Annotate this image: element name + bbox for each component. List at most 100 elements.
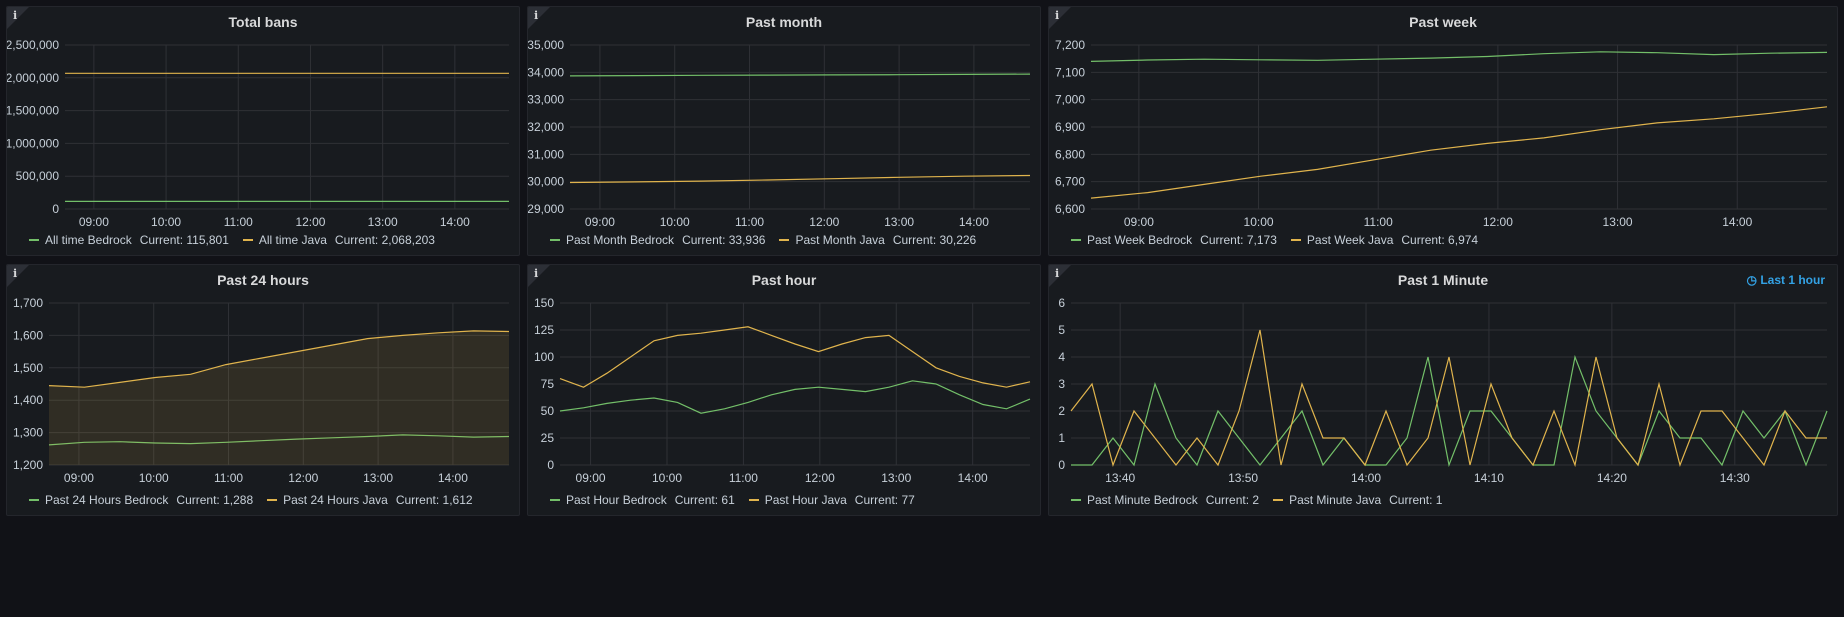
legend: Past Hour Bedrock Current: 61 Past Hour J… [550, 493, 915, 507]
x-tick-label: 13:00 [884, 215, 914, 229]
legend-item-java[interactable]: Past Minute Java Current: 1 [1273, 493, 1442, 507]
x-tick-label: 09:00 [1124, 215, 1154, 229]
series-line [1090, 51, 1828, 62]
y-tick-label: 6 [1058, 296, 1065, 310]
x-tick-label: 14:20 [1597, 471, 1627, 485]
panel-title[interactable]: Past 1 Minute [1397, 272, 1489, 288]
series-line [569, 174, 1031, 184]
x-tick-label: 14:00 [959, 215, 989, 229]
series-line [48, 434, 510, 446]
x-tick-label: 11:00 [729, 471, 758, 485]
info-icon[interactable]: i [534, 267, 539, 280]
legend-item-java[interactable]: Past Week Java Current: 6,974 [1290, 233, 1478, 247]
y-tick-label: 0 [52, 202, 59, 216]
y-tick-label: 1,500 [13, 361, 43, 375]
panel-title[interactable]: Past 24 hours [217, 272, 309, 288]
y-tick-label: 500,000 [16, 169, 60, 183]
x-tick-label: 12:00 [288, 471, 318, 485]
y-tick-label: 6,900 [1055, 120, 1085, 134]
y-tick-label: 25 [541, 431, 555, 445]
x-tick-label: 14:00 [1351, 471, 1381, 485]
x-tick-label: 10:00 [652, 471, 682, 485]
y-tick-label: 35,000 [528, 38, 564, 52]
x-tick-label: 12:00 [805, 471, 835, 485]
y-tick-label: 7,100 [1055, 65, 1085, 79]
legend-item-java[interactable]: Past 24 Hours Java Current: 1,612 [267, 493, 473, 507]
x-tick-label: 14:00 [438, 471, 468, 485]
x-tick-label: 09:00 [64, 471, 94, 485]
x-tick-label: 09:00 [576, 471, 606, 485]
x-tick-label: 10:00 [1244, 215, 1274, 229]
panel-past-month[interactable]: i Past month 29,000 30,000 31,000 32,000 33,… [527, 6, 1041, 256]
y-tick-label: 1,500,000 [7, 104, 59, 118]
y-tick-label: 1,300 [13, 426, 43, 440]
legend: All time Bedrock Current: 115,801 All tim… [29, 233, 435, 247]
y-tick-label: 1,000,000 [7, 136, 59, 150]
y-tick-label: 1,600 [13, 328, 43, 342]
y-tick-label: 34,000 [528, 65, 564, 79]
x-tick-label: 13:00 [368, 215, 398, 229]
x-tick-label: 09:00 [79, 215, 109, 229]
x-tick-label: 10:00 [151, 215, 181, 229]
y-tick-label: 1,700 [13, 296, 43, 310]
series-line [48, 330, 510, 388]
legend-item-bedrock[interactable]: Past Month Bedrock Current: 33,936 [550, 233, 765, 247]
x-tick-label: 14:00 [958, 471, 988, 485]
y-tick-label: 6,700 [1055, 175, 1085, 189]
panel-past-1-minute[interactable]: i Past 1 Minute ◷ Last 1 hour 0 1 2 3 4 5 6 13:… [1048, 264, 1838, 516]
series-line [569, 73, 1031, 77]
info-icon[interactable]: i [13, 267, 18, 280]
y-tick-label: 2,000,000 [7, 71, 59, 85]
panel-past-week[interactable]: i Past week 6,600 6,700 6,800 6,900 7,000 7,1… [1048, 6, 1838, 256]
y-tick-label: 150 [534, 296, 554, 310]
y-tick-label: 29,000 [528, 202, 564, 216]
x-tick-label: 13:40 [1105, 471, 1135, 485]
x-tick-label: 13:00 [881, 471, 911, 485]
legend-item-bedrock[interactable]: Past 24 Hours Bedrock Current: 1,288 [29, 493, 253, 507]
panel-total-bans[interactable]: i Total bans 0 500,000 1,000,000 1,500,000 2… [6, 6, 520, 256]
legend-item-bedrock[interactable]: Past Week Bedrock Current: 7,173 [1071, 233, 1277, 247]
legend-item-java[interactable]: All time Java Current: 2,068,203 [242, 233, 435, 247]
panel-past-hour[interactable]: i Past hour 0 25 50 75 100 125 150 09:00 10:00 11… [527, 264, 1041, 516]
chart-past-week: 6,600 6,700 6,800 6,900 7,000 7,100 7,200 09:00… [1055, 38, 1828, 229]
y-tick-label: 125 [534, 323, 554, 337]
y-tick-label: 7,200 [1055, 38, 1085, 52]
y-tick-label: 1,200 [13, 458, 43, 472]
info-icon[interactable]: i [534, 9, 539, 22]
legend-item-bedrock[interactable]: Past Minute Bedrock Current: 2 [1071, 493, 1259, 507]
y-tick-label: 3 [1058, 377, 1065, 391]
y-tick-label: 2,500,000 [7, 38, 59, 52]
panel-title[interactable]: Past hour [751, 272, 817, 288]
info-icon[interactable]: i [13, 9, 18, 22]
x-tick-label: 10:00 [139, 471, 169, 485]
panel-title[interactable]: Total bans [228, 14, 298, 30]
y-tick-label: 75 [541, 377, 555, 391]
chart-total-bans: 0 500,000 1,000,000 1,500,000 2,000,000 2,500… [7, 38, 509, 229]
info-icon[interactable]: i [1055, 9, 1060, 22]
y-tick-label: 6,800 [1055, 147, 1085, 161]
x-tick-label: 14:00 [1722, 215, 1752, 229]
info-icon[interactable]: i [1055, 267, 1060, 280]
series-line [1090, 106, 1828, 199]
x-tick-label: 14:30 [1720, 471, 1750, 485]
legend: Past Minute Bedrock Current: 2 Past Minut… [1071, 493, 1442, 507]
legend-item-java[interactable]: Past Month Java Current: 30,226 [779, 233, 976, 247]
x-tick-label: 11:00 [1364, 215, 1393, 229]
y-tick-label: 32,000 [528, 120, 564, 134]
panel-title[interactable]: Past week [1409, 14, 1477, 30]
legend-item-bedrock[interactable]: All time Bedrock Current: 115,801 [29, 233, 229, 247]
x-tick-label: 11:00 [214, 471, 243, 485]
time-override[interactable]: ◷ Last 1 hour [1746, 273, 1826, 287]
x-tick-label: 13:50 [1228, 471, 1258, 485]
chart-past-hour: 0 25 50 75 100 125 150 09:00 10:00 11:00 12:00 13:0… [534, 296, 1031, 485]
y-tick-label: 33,000 [528, 93, 564, 107]
legend-item-bedrock[interactable]: Past Hour Bedrock Current: 61 [550, 493, 735, 507]
x-tick-label: 09:00 [585, 215, 615, 229]
y-tick-label: 100 [534, 350, 554, 364]
legend-item-java[interactable]: Past Hour Java Current: 77 [748, 493, 915, 507]
legend: Past Week Bedrock Current: 7,173 Past Wee… [1071, 233, 1478, 247]
panel-title[interactable]: Past month [745, 14, 823, 30]
panel-past-24-hours[interactable]: i Past 24 hours 1,200 1,300 1,400 1,500 1,60… [6, 264, 520, 516]
chart-past-24-hours: 1,200 1,300 1,400 1,500 1,600 1,700 09:00 10:00… [13, 296, 510, 485]
